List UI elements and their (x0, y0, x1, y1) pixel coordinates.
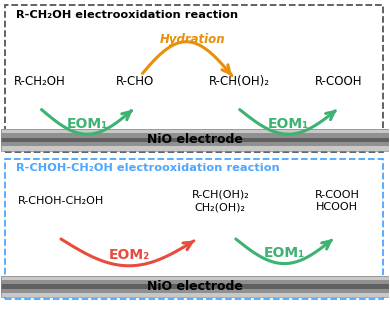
Text: NiO electrode: NiO electrode (147, 280, 243, 293)
Text: R-CHOH-CH₂OH electrooxidation reaction: R-CHOH-CH₂OH electrooxidation reaction (16, 163, 280, 172)
Text: R-CH(OH)₂
CH₂(OH)₂: R-CH(OH)₂ CH₂(OH)₂ (191, 190, 249, 212)
Bar (1, 293, 389, 297)
Text: R-CH(OH)₂: R-CH(OH)₂ (209, 75, 270, 88)
Bar (1, 133, 389, 138)
Bar (1, 276, 389, 280)
Bar (1, 280, 389, 284)
Text: R-CH₂OH electrooxidation reaction: R-CH₂OH electrooxidation reaction (16, 10, 238, 20)
Text: EOM₂: EOM₂ (108, 248, 149, 262)
Bar (1, 289, 389, 293)
Bar (1, 138, 389, 142)
Text: R-CHOH-CH₂OH: R-CHOH-CH₂OH (18, 196, 104, 206)
Text: R-CHO: R-CHO (116, 75, 154, 88)
Bar (1, 284, 389, 289)
Text: NiO electrode: NiO electrode (147, 133, 243, 146)
Bar (1, 129, 389, 133)
Text: R-COOH: R-COOH (315, 75, 363, 88)
Bar (1, 146, 389, 151)
FancyBboxPatch shape (5, 5, 383, 152)
Text: Hydration: Hydration (159, 33, 225, 46)
Text: EOM₁: EOM₁ (67, 117, 108, 131)
Bar (1, 142, 389, 146)
Text: R-COOH
HCOOH: R-COOH HCOOH (314, 190, 359, 212)
Text: EOM₁: EOM₁ (268, 117, 309, 131)
Bar (1, 276, 389, 297)
Text: R-CH₂OH: R-CH₂OH (14, 75, 66, 88)
Bar (1, 129, 389, 151)
FancyBboxPatch shape (5, 158, 383, 299)
Text: EOM₁: EOM₁ (264, 246, 305, 260)
